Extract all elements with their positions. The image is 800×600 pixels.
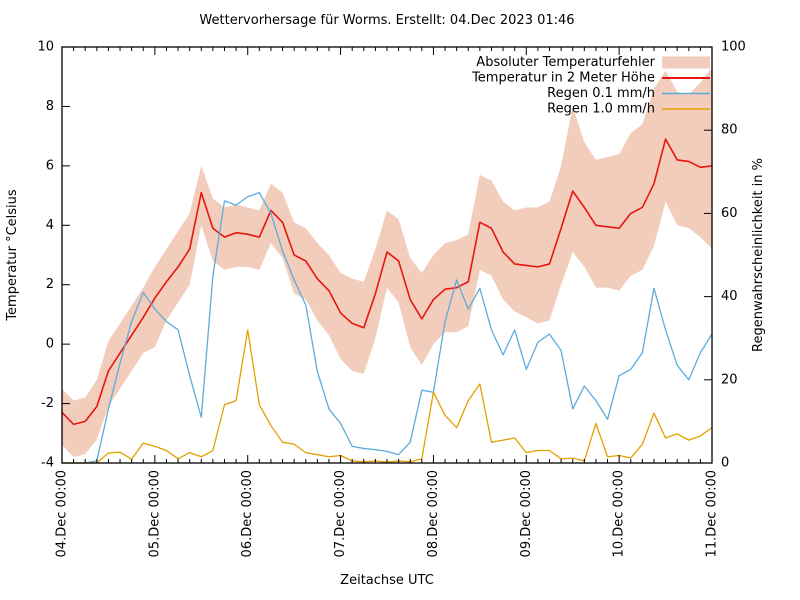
plot-band-series bbox=[62, 67, 712, 458]
x-tick-label: 04.Dec 00:00 bbox=[55, 470, 70, 557]
legend-label: Regen 1.0 mm/h bbox=[547, 102, 655, 117]
y-left-tick-label: -2 bbox=[41, 396, 54, 411]
y-axis-left-ticks bbox=[62, 46, 70, 464]
y-axis-left-labels: -4 -2 0 2 4 6 8 10 bbox=[37, 40, 54, 471]
y-right-tick-label: 80 bbox=[721, 123, 738, 138]
x-tick-label: 05.Dec 00:00 bbox=[147, 470, 162, 557]
x-axis-ticks bbox=[61, 47, 713, 463]
y-axis-right-title: Regenwahrscheinlichkeit in % bbox=[751, 158, 766, 352]
y-right-tick-label: 60 bbox=[721, 206, 738, 221]
legend-band-swatch bbox=[662, 56, 710, 69]
y-left-tick-label: 6 bbox=[46, 158, 54, 173]
chart-title: Wettervorhersage für Worms. Erstellt: 04… bbox=[199, 13, 574, 28]
x-tick-label: 06.Dec 00:00 bbox=[240, 470, 255, 557]
y-right-tick-label: 100 bbox=[721, 40, 746, 55]
y-axis-right-ticks bbox=[704, 46, 712, 464]
y-right-tick-label: 0 bbox=[721, 456, 729, 471]
legend-label: Temperatur in 2 Meter Höhe bbox=[471, 71, 655, 86]
y-left-tick-label: 10 bbox=[37, 40, 54, 55]
y-left-tick-label: 0 bbox=[46, 337, 54, 352]
y-left-tick-label: 4 bbox=[46, 218, 54, 233]
y-left-tick-label: -4 bbox=[41, 456, 54, 471]
y-right-tick-label: 20 bbox=[721, 372, 738, 387]
series-line-regen-1-0-mm-h bbox=[61, 329, 713, 464]
y-right-tick-label: 40 bbox=[721, 289, 738, 304]
x-tick-label: 08.Dec 00:00 bbox=[426, 470, 441, 557]
x-tick-label: 09.Dec 00:00 bbox=[519, 470, 534, 557]
y-axis-left-title: Temperatur °Celsius bbox=[5, 189, 20, 322]
y-axis-right-labels: 0 20 40 60 80 100 bbox=[721, 40, 746, 471]
x-tick-label: 11.Dec 00:00 bbox=[705, 470, 720, 557]
legend-label: Absoluter Temperaturfehler bbox=[476, 55, 655, 70]
series-line-regen-0-1-mm-h bbox=[61, 191, 713, 464]
series-line-temperatur-in-2-meter-h-he bbox=[61, 138, 713, 426]
x-tick-label: 10.Dec 00:00 bbox=[612, 470, 627, 557]
temperature-error-band bbox=[62, 67, 712, 458]
y-left-tick-label: 8 bbox=[46, 99, 54, 114]
legend-label: Regen 0.1 mm/h bbox=[547, 86, 655, 101]
x-axis-title: Zeitachse UTC bbox=[340, 573, 434, 588]
x-tick-label: 07.Dec 00:00 bbox=[333, 470, 348, 557]
y-left-tick-label: 2 bbox=[46, 277, 54, 292]
x-axis-labels: 04.Dec 00:00 05.Dec 00:00 06.Dec 00:00 07.D… bbox=[55, 470, 720, 557]
